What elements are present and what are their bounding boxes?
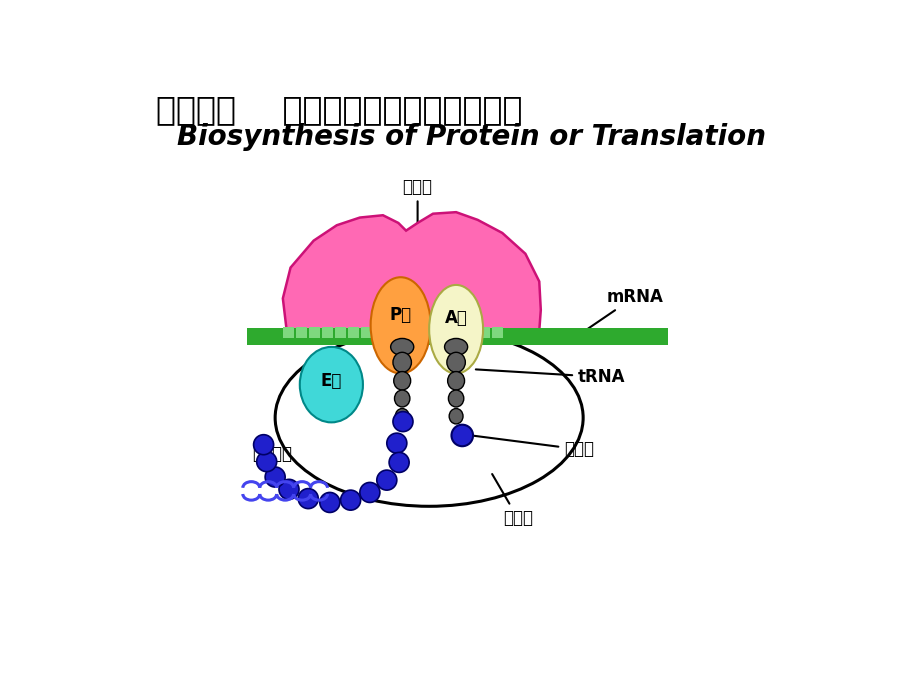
Circle shape <box>340 490 360 510</box>
Bar <box>387 327 398 338</box>
Text: 大亚基: 大亚基 <box>492 474 532 527</box>
Ellipse shape <box>448 408 462 424</box>
Circle shape <box>256 452 277 472</box>
Ellipse shape <box>444 338 467 355</box>
Bar <box>426 327 437 338</box>
Circle shape <box>254 435 273 455</box>
Text: A位: A位 <box>444 309 467 328</box>
Text: Biosynthesis of Protein or Translation: Biosynthesis of Protein or Translation <box>176 123 766 150</box>
Bar <box>374 327 385 338</box>
Text: mRNA: mRNA <box>581 288 663 333</box>
Text: 第十三章    蛋白质的生物合成（翻译）: 第十三章 蛋白质的生物合成（翻译） <box>155 93 522 126</box>
Text: E位: E位 <box>321 372 342 390</box>
Ellipse shape <box>275 329 583 506</box>
Ellipse shape <box>393 371 410 390</box>
Text: 小亚基: 小亚基 <box>403 178 432 226</box>
Bar <box>466 327 476 338</box>
Circle shape <box>389 453 409 473</box>
Bar <box>322 327 333 338</box>
Bar <box>401 327 411 338</box>
Ellipse shape <box>395 408 409 424</box>
Circle shape <box>265 467 285 487</box>
Bar <box>439 327 450 338</box>
Ellipse shape <box>392 353 411 373</box>
Text: tRNA: tRNA <box>475 368 625 386</box>
Ellipse shape <box>370 277 430 373</box>
Circle shape <box>451 424 472 446</box>
Bar <box>479 327 490 338</box>
Circle shape <box>386 433 406 453</box>
Polygon shape <box>282 212 540 331</box>
Bar <box>414 327 424 338</box>
Text: 新生肽链: 新生肽链 <box>252 445 291 483</box>
Bar <box>452 327 463 338</box>
Bar <box>348 327 358 338</box>
Circle shape <box>278 480 299 500</box>
Bar <box>246 328 667 346</box>
Ellipse shape <box>448 390 463 407</box>
Bar <box>282 327 293 338</box>
Ellipse shape <box>428 285 482 373</box>
Circle shape <box>392 412 413 432</box>
Circle shape <box>359 482 380 502</box>
Bar <box>361 327 372 338</box>
Circle shape <box>377 470 396 490</box>
Ellipse shape <box>300 347 362 422</box>
Text: P位: P位 <box>389 306 412 324</box>
Bar <box>492 327 503 338</box>
Bar <box>309 327 320 338</box>
Ellipse shape <box>391 338 414 355</box>
Bar <box>296 327 306 338</box>
Ellipse shape <box>447 353 465 373</box>
Ellipse shape <box>394 390 410 407</box>
Bar <box>335 327 346 338</box>
Circle shape <box>298 489 318 509</box>
Ellipse shape <box>448 371 464 390</box>
Text: 氨基酸: 氨基酸 <box>473 436 594 458</box>
Circle shape <box>320 493 339 513</box>
